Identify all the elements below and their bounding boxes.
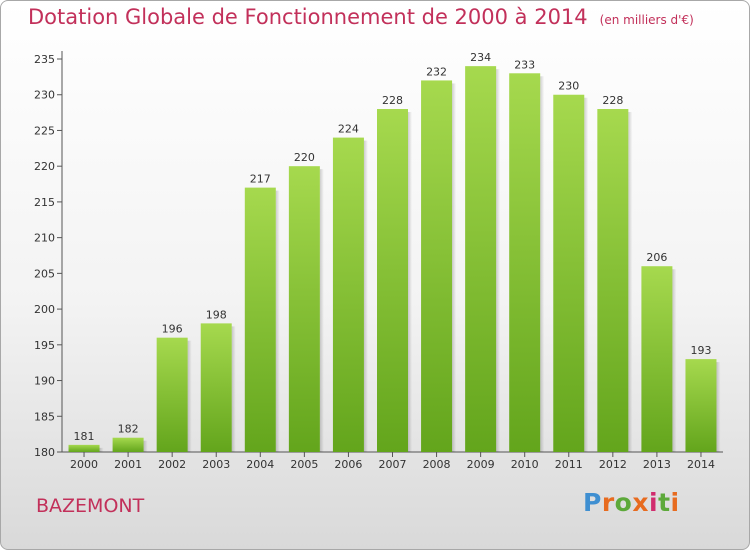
proxiti-logo: Proxiti — [583, 488, 680, 517]
axes: 180 185 190 195 200 205 210 215 220 225 230 235 2000… — [34, 51, 723, 471]
x-tick-label: 2005 — [290, 458, 318, 471]
y-tick-label: 225 — [34, 124, 55, 137]
y-tick-label: 230 — [34, 89, 55, 102]
y-tick-label: 195 — [34, 339, 55, 352]
x-tick-label: 2003 — [202, 458, 230, 471]
bar-2012 — [597, 109, 629, 452]
y-tick-label: 190 — [34, 375, 55, 388]
bar-2007 — [377, 109, 408, 452]
data-label-2000: 181 — [74, 430, 95, 443]
y-tick-label: 185 — [34, 410, 55, 423]
bar-shadow — [628, 112, 633, 452]
commune-name: BAZEMONT — [36, 495, 145, 517]
bar-2006 — [332, 137, 364, 452]
bars — [68, 66, 721, 453]
bar-shadow — [275, 190, 280, 453]
data-label-2004: 217 — [250, 173, 271, 186]
logo-letter: t — [658, 488, 671, 517]
x-tick-label: 2006 — [334, 458, 362, 471]
bar-shadow — [496, 69, 501, 453]
y-tick-label: 215 — [34, 196, 55, 209]
bar-shadow — [231, 326, 236, 452]
x-tick-label: 2007 — [379, 458, 407, 471]
data-label-2008: 232 — [426, 65, 447, 78]
logo-letter: x — [632, 488, 649, 517]
x-tick-label: 2014 — [687, 458, 715, 471]
logo-letter: r — [601, 488, 615, 517]
x-tick-label: 2004 — [246, 458, 274, 471]
x-tick-label: 2008 — [423, 458, 451, 471]
data-labels: 181 182 196 198 217 220 224 228 232 234 233 230 228 2… — [74, 51, 712, 443]
x-tick-label: 2011 — [555, 458, 583, 471]
y-tick-label: 180 — [34, 446, 55, 459]
bar-shadow — [99, 447, 104, 452]
data-label-2013: 206 — [646, 251, 667, 264]
chart-title: Dotation Globale de Fonctionnement de 20… — [28, 5, 694, 29]
data-label-2014: 193 — [690, 344, 711, 357]
bar-shadow — [584, 97, 589, 453]
data-label-2002: 196 — [162, 323, 183, 336]
x-tick-label: 2012 — [599, 458, 627, 471]
logo-letter: i — [649, 488, 659, 517]
logo-letter: o — [614, 488, 633, 517]
y-tick-label: 205 — [34, 267, 55, 280]
bar-2000 — [68, 444, 100, 452]
bar-shadow — [408, 112, 412, 452]
x-tick-label: 2010 — [511, 458, 539, 471]
x-tick-label: 2009 — [467, 458, 495, 471]
bar-shadow — [363, 140, 368, 452]
bar-shadow — [672, 269, 677, 452]
y-tick-label: 200 — [34, 303, 55, 316]
bar-2008 — [421, 80, 453, 452]
x-tick-label: 2002 — [158, 458, 186, 471]
bar-2013 — [641, 266, 673, 452]
bar-2010 — [509, 73, 541, 453]
bar-shadow — [319, 169, 324, 452]
y-tick-label: 220 — [34, 160, 55, 173]
bar-shadow — [540, 76, 545, 453]
bar-shadow — [716, 362, 721, 452]
y-tick-label: 210 — [34, 232, 55, 245]
x-tick-label: 2013 — [643, 458, 671, 471]
data-label-2001: 182 — [118, 423, 139, 436]
data-label-2010: 233 — [514, 58, 535, 71]
x-tick-label: 2000 — [70, 458, 98, 471]
bar-2002 — [156, 337, 188, 452]
logo-letter: i — [670, 488, 680, 517]
bar-2009 — [465, 66, 497, 453]
data-label-2006: 224 — [338, 123, 359, 136]
bar-2001 — [112, 437, 144, 452]
bar-2003 — [200, 323, 232, 452]
data-label-2007: 228 — [382, 94, 403, 107]
y-tick-label: 235 — [34, 53, 55, 66]
bar-2005 — [288, 166, 320, 452]
data-label-2011: 230 — [558, 80, 579, 93]
chart-title-text: Dotation Globale de Fonctionnement de 20… — [28, 5, 588, 29]
data-label-2005: 220 — [294, 151, 315, 164]
bar-2014 — [685, 359, 717, 452]
x-tick-label: 2001 — [114, 458, 142, 471]
unit-note: (en milliers d'€) — [599, 13, 694, 27]
bar-shadow — [143, 440, 148, 452]
data-label-2012: 228 — [602, 94, 623, 107]
bar-shadow — [452, 83, 457, 452]
data-label-2009: 234 — [470, 51, 491, 64]
logo-letter: P — [583, 488, 602, 517]
bar-2004 — [244, 187, 276, 453]
bar-2011 — [553, 94, 585, 453]
data-label-2003: 198 — [206, 308, 227, 321]
bar-shadow — [187, 340, 192, 452]
